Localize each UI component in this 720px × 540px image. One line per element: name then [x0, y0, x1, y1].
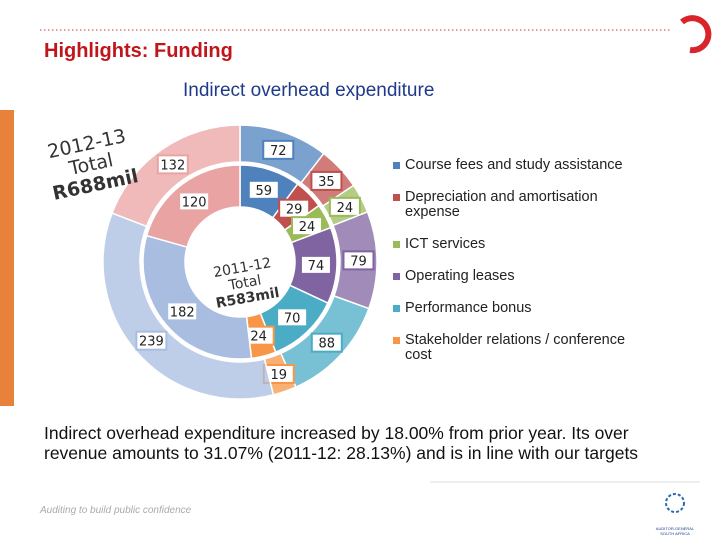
ring-annotation: 2011-12TotalR583mil	[209, 255, 280, 312]
label-box	[310, 332, 343, 353]
label-box	[135, 330, 168, 351]
legend-marker	[393, 273, 400, 280]
chart-title: Indirect overhead expenditure	[183, 80, 435, 101]
side-bar	[0, 110, 14, 406]
legend-label: Depreciation and amortisation expense	[405, 189, 598, 220]
legend-marker	[393, 337, 400, 344]
legend-item: Operating leases	[393, 269, 645, 284]
legend-marker	[393, 241, 400, 248]
label-box	[291, 216, 324, 237]
label-box	[247, 179, 280, 200]
legend-marker	[393, 305, 400, 312]
data-label: 19	[270, 368, 287, 383]
donut-slice	[111, 124, 241, 228]
data-label: 70	[284, 311, 301, 326]
body-text: Indirect overhead expenditure increased …	[44, 423, 639, 463]
legend-label: Course fees and study assistance	[405, 157, 623, 173]
label-box	[166, 301, 199, 322]
data-label: 120	[182, 195, 207, 210]
legend-item: Course fees and study assistance	[393, 158, 645, 173]
data-label: 35	[318, 175, 335, 190]
legend: Course fees and study assistance Deprecia…	[393, 158, 693, 380]
data-label: 239	[139, 335, 164, 350]
donut-slice	[142, 234, 253, 360]
label-box	[299, 254, 332, 275]
legend-item: Stakeholder relations / conference cost	[393, 333, 645, 363]
legend-item: ICT services	[393, 237, 645, 252]
data-label: 79	[350, 254, 367, 269]
data-label: 182	[170, 305, 195, 320]
label-box	[262, 139, 295, 160]
slide-title: Highlights: Funding	[44, 40, 233, 62]
legend-marker	[393, 194, 400, 201]
legend-item: Performance bonus	[393, 301, 645, 316]
label-box	[310, 170, 343, 191]
label-box	[276, 307, 309, 328]
data-label: 132	[160, 158, 185, 173]
data-label: 24	[299, 220, 316, 235]
logo-mark	[665, 493, 685, 513]
tagline: Auditing to build public confidence	[40, 505, 192, 516]
data-label: 24	[250, 330, 267, 345]
data-label: 88	[319, 337, 336, 352]
legend-label: Stakeholder relations / conference cost	[405, 332, 626, 363]
data-label: 29	[286, 203, 303, 218]
annotation-line: Total	[227, 273, 263, 295]
label-box	[328, 196, 361, 217]
data-label: 59	[256, 184, 273, 199]
legend-marker	[393, 162, 400, 169]
logo-text: AUDITOR-GENERAL SOUTH AFRICA	[640, 526, 710, 536]
donut-chart: 5929247470241821207235247988192391322012…	[46, 124, 378, 400]
legend-item: Depreciation and amortisation expense	[393, 190, 645, 220]
logo-line: AUDITOR-GENERAL	[655, 526, 695, 531]
data-label: 72	[270, 144, 287, 159]
label-box	[342, 250, 375, 271]
legend-label: ICT services	[405, 236, 486, 252]
label-box	[156, 154, 189, 175]
data-label: 74	[308, 259, 325, 274]
data-label: 24	[337, 201, 354, 216]
legend-label: Performance bonus	[405, 300, 532, 316]
logo-line: SOUTH AFRICA	[660, 531, 690, 536]
label-box	[178, 191, 211, 212]
legend-label: Operating leases	[405, 268, 515, 284]
logo-arc	[680, 15, 712, 54]
